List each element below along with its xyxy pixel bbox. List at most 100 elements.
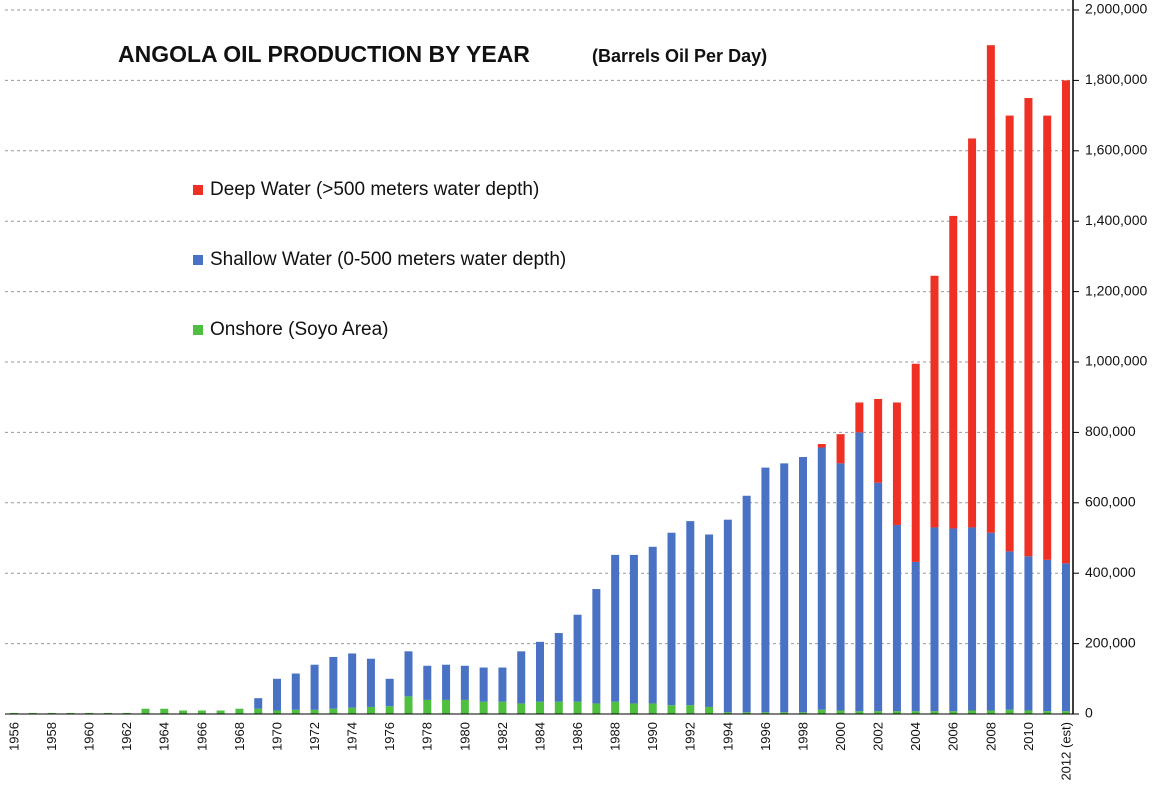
bar-segment <box>855 402 864 433</box>
bar-segment <box>1062 563 1070 712</box>
bar-segment <box>648 546 657 704</box>
bar-segment <box>667 532 676 706</box>
bar-segment <box>911 363 920 562</box>
y-tick-label: 600,000 <box>1085 494 1136 510</box>
bar-segment <box>1043 559 1052 712</box>
x-tick-label: 1958 <box>44 722 59 751</box>
bar-segment <box>10 712 18 714</box>
legend-label: Deep Water (>500 meters water depth) <box>210 179 539 200</box>
x-tick-label: 1976 <box>382 722 397 751</box>
legend-swatch <box>193 325 203 335</box>
bar-segment <box>817 709 826 714</box>
bar-segment <box>930 711 939 714</box>
x-tick-label: 1986 <box>570 722 585 751</box>
bar-segment <box>310 664 319 710</box>
bar-segment <box>554 633 563 702</box>
legend-swatch <box>193 185 203 195</box>
bar-segment <box>479 667 488 702</box>
bar-segment <box>517 651 526 704</box>
bar-segment <box>949 711 958 714</box>
bar-segment <box>197 710 206 714</box>
bar-segment <box>780 463 789 713</box>
bar-segment <box>1024 98 1033 557</box>
x-tick-label: 1960 <box>82 722 97 751</box>
x-tick-label: 1990 <box>645 722 660 751</box>
bar-segment <box>986 45 995 533</box>
x-tick-label: 2004 <box>908 722 923 751</box>
bar-segment <box>310 709 319 714</box>
bar-segment <box>28 712 37 714</box>
bar-segment <box>366 706 375 714</box>
y-tick-label: 2,000,000 <box>1085 1 1147 17</box>
x-tick-label: 1992 <box>683 722 698 751</box>
bar-segment <box>573 701 582 714</box>
y-tick-label: 0 <box>1085 705 1093 721</box>
bar-segment <box>1062 80 1070 564</box>
bar-segment <box>423 665 432 700</box>
bar-segment <box>874 711 883 714</box>
y-tick-label: 1,200,000 <box>1085 282 1147 298</box>
y-tick-label: 400,000 <box>1085 564 1136 580</box>
bar-segment <box>291 709 300 714</box>
bar-segment <box>254 698 263 709</box>
x-tick-label: 1962 <box>119 722 134 751</box>
x-tick-label: 2010 <box>1021 722 1036 751</box>
bar-segment <box>629 554 638 704</box>
bar-segment <box>517 703 526 714</box>
bar-segment <box>366 658 375 707</box>
x-tick-label: 1996 <box>758 722 773 751</box>
y-tick-label: 800,000 <box>1085 423 1136 439</box>
x-tick-label: 1998 <box>795 722 810 751</box>
y-tick-label: 200,000 <box>1085 634 1136 650</box>
x-tick-label: 1964 <box>157 722 172 751</box>
x-tick-label: 1972 <box>307 722 322 751</box>
bar-segment <box>1043 115 1052 560</box>
x-tick-label: 1984 <box>532 722 547 751</box>
bar-segment <box>216 710 225 714</box>
bar-segment <box>573 614 582 702</box>
bar-segment <box>855 432 864 712</box>
bar-segment <box>705 534 714 707</box>
bar-segment <box>723 712 732 714</box>
bar-segment <box>911 711 920 714</box>
bar-segment <box>103 712 112 714</box>
y-tick-label: 1,800,000 <box>1085 71 1147 87</box>
bar-segment <box>291 673 300 710</box>
bar-segment <box>498 667 507 702</box>
x-tick-label: 1968 <box>232 722 247 751</box>
bar-segment <box>592 589 601 704</box>
bar-segment <box>554 701 563 714</box>
x-tick-label: 1970 <box>269 722 284 751</box>
bar-segment <box>404 651 413 697</box>
bar-segment <box>385 678 394 707</box>
chart-title: ANGOLA OIL PRODUCTION BY YEAR <box>118 41 530 67</box>
bar-segment <box>686 521 695 706</box>
bar-segment <box>892 524 901 712</box>
bar-segment <box>761 467 770 713</box>
bar-segment <box>1005 551 1014 710</box>
bar-segment <box>141 708 150 714</box>
legend-swatch <box>193 255 203 265</box>
x-tick-label: 2012 (est) <box>1058 722 1073 781</box>
x-tick-label: 1978 <box>420 722 435 751</box>
bar-segment <box>705 706 714 714</box>
bar-segment <box>1024 710 1033 714</box>
bar-segment <box>968 138 977 528</box>
bar-segment <box>611 701 620 714</box>
bar-segment <box>986 532 995 711</box>
chart-subtitle: (Barrels Oil Per Day) <box>592 46 767 66</box>
bar-segment <box>855 711 864 714</box>
bar-segment <box>892 711 901 714</box>
bar-segment <box>1005 709 1014 714</box>
bar-segment <box>1024 556 1033 711</box>
bar-segment <box>611 554 620 702</box>
x-tick-label: 1980 <box>457 722 472 751</box>
bar-segment <box>536 701 544 714</box>
x-tick-label: 2002 <box>871 722 886 751</box>
x-tick-label: 2006 <box>946 722 961 751</box>
bar-segment <box>1043 711 1052 714</box>
bar-segment <box>273 710 281 714</box>
bar-segment <box>66 712 75 714</box>
bar-segment <box>874 398 883 483</box>
